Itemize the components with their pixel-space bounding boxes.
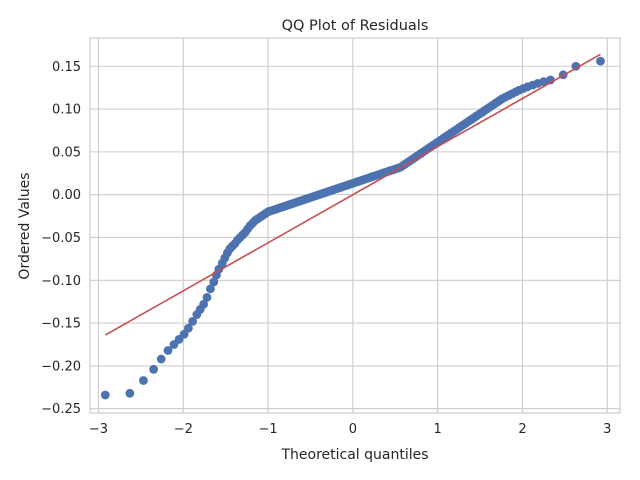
data-point: [149, 364, 159, 374]
y-tick-label: −0.20: [41, 359, 81, 374]
x-tick-label: −1: [258, 422, 277, 437]
data-point: [156, 354, 166, 364]
x-tick-label: 2: [518, 422, 526, 437]
data-point: [100, 390, 110, 400]
data-point: [163, 346, 173, 355]
x-tick-label: −3: [89, 422, 108, 437]
y-tick-label: 0.10: [52, 103, 81, 118]
data-point: [202, 293, 212, 302]
y-tick-labels: −0.25 −0.20 −0.15 −0.10 −0.05 0.00 0.05 0.10 0.1…: [41, 60, 81, 417]
data-point: [183, 323, 193, 333]
data-points: [100, 56, 605, 400]
data-point: [206, 284, 215, 294]
y-tick-label: 0.05: [52, 145, 81, 160]
data-point: [539, 77, 549, 87]
x-tick-label: 3: [603, 422, 611, 437]
y-tick-label: −0.05: [41, 231, 81, 246]
data-point: [125, 388, 135, 398]
x-tick-label: 0: [349, 422, 357, 437]
y-axis-title: Ordered Values: [17, 172, 33, 279]
x-tick-label: −2: [174, 422, 193, 437]
chart-title: QQ Plot of Residuals: [282, 18, 429, 34]
y-tick-label: −0.10: [41, 274, 81, 289]
data-point: [209, 277, 219, 287]
y-tick-label: 0.15: [52, 60, 81, 75]
data-point: [571, 61, 581, 71]
data-point: [188, 316, 198, 326]
data-point: [596, 56, 605, 66]
x-tick-labels: −3 −2 −1 0 1 2 3: [89, 422, 612, 437]
y-tick-label: 0.00: [52, 188, 81, 203]
plot-frame: [89, 37, 621, 414]
y-tick-label: −0.25: [41, 402, 81, 417]
x-gridlines: [97, 38, 608, 413]
data-point: [139, 376, 148, 385]
x-tick-label: 1: [434, 422, 442, 437]
y-tick-label: −0.15: [41, 317, 81, 332]
data-point: [199, 299, 209, 309]
y-gridlines: [90, 65, 620, 410]
reference-fit-line: [104, 53, 601, 336]
x-axis-title: Theoretical quantiles: [280, 447, 428, 463]
plot-area: [90, 38, 620, 413]
